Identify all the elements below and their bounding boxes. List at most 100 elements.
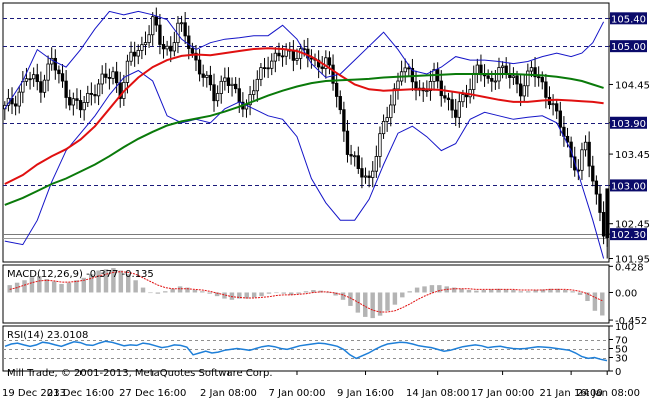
candle-body bbox=[381, 120, 386, 135]
macd-histogram-bar bbox=[474, 290, 479, 293]
macd-histogram-bar bbox=[140, 287, 146, 293]
candle-body bbox=[446, 97, 451, 101]
candle-body bbox=[277, 52, 281, 57]
candle-body bbox=[111, 71, 115, 79]
candle-body bbox=[161, 44, 166, 50]
macd-histogram-bar bbox=[429, 285, 435, 293]
rsi-indicator-label: RSI(14) 23.0108 bbox=[7, 330, 88, 341]
macd-histogram-bar bbox=[237, 292, 242, 299]
candle-body bbox=[35, 74, 39, 83]
candle-body bbox=[378, 133, 382, 157]
candle-body bbox=[598, 193, 602, 213]
time-tick-label: 23 Dec 16:00 bbox=[47, 388, 114, 399]
macd-histogram-bar bbox=[533, 290, 538, 293]
candle-body bbox=[327, 57, 332, 66]
price-level-label: 105.00 bbox=[611, 42, 646, 53]
candle-body bbox=[143, 42, 148, 46]
macd-histogram-bar bbox=[133, 280, 138, 293]
macd-histogram-bar bbox=[22, 280, 27, 293]
candle-body bbox=[425, 90, 429, 93]
candle-body bbox=[132, 51, 137, 57]
candle-body bbox=[407, 67, 411, 70]
candle-body bbox=[511, 75, 516, 78]
candle-body bbox=[475, 64, 480, 74]
macd-histogram-bar bbox=[251, 292, 257, 298]
macd-histogram-bar bbox=[51, 281, 57, 293]
candle-body bbox=[68, 97, 72, 106]
candle-body bbox=[259, 67, 263, 80]
candle-body bbox=[154, 16, 158, 26]
candle-body bbox=[140, 44, 144, 51]
candle-body bbox=[226, 77, 231, 86]
macd-histogram-bar bbox=[488, 289, 494, 293]
macd-histogram-bar bbox=[540, 289, 546, 293]
candle-body bbox=[82, 102, 86, 111]
candle-body bbox=[165, 45, 169, 50]
candle-body bbox=[230, 83, 234, 86]
time-tick-label: 7 Jan 00:00 bbox=[269, 388, 326, 399]
candle-body bbox=[580, 149, 584, 171]
time-tick-label: 17 Jan 00:00 bbox=[471, 388, 534, 399]
candle-body bbox=[190, 48, 195, 54]
price-level-label: 105.40 bbox=[611, 14, 646, 25]
candle-body bbox=[522, 85, 526, 97]
candle-body bbox=[371, 170, 375, 178]
macd-histogram-bar bbox=[81, 277, 86, 293]
price-tick-label: 104.45 bbox=[615, 80, 650, 91]
candle-body bbox=[273, 52, 278, 62]
candle-body bbox=[215, 93, 220, 102]
time-tick-label: 14 Jan 08:00 bbox=[406, 388, 469, 399]
macd-histogram-bar bbox=[259, 292, 264, 297]
candle-body bbox=[320, 66, 324, 69]
candle-body bbox=[367, 175, 371, 178]
macd-histogram-bar bbox=[274, 292, 279, 294]
macd-histogram-bar bbox=[155, 292, 161, 294]
candle-body bbox=[194, 52, 198, 61]
macd-histogram-bar bbox=[496, 288, 501, 293]
macd-histogram-bar bbox=[570, 291, 575, 293]
candle-body bbox=[233, 83, 238, 90]
candle-body bbox=[594, 180, 599, 195]
price-tick-label: 102.45 bbox=[615, 220, 650, 231]
candle-body bbox=[28, 78, 32, 81]
candle-body bbox=[39, 81, 43, 93]
candle-body bbox=[342, 109, 346, 132]
candle-body bbox=[349, 154, 353, 157]
rsi-line bbox=[4, 340, 608, 362]
candle-body bbox=[187, 35, 191, 49]
macd-histogram-bar bbox=[66, 282, 72, 293]
macd-histogram-bar bbox=[437, 285, 442, 293]
candle-body bbox=[212, 84, 216, 102]
price-tick-label: 101.95 bbox=[615, 255, 650, 266]
candle-body bbox=[169, 45, 173, 52]
rsi-tick-label: 50 bbox=[615, 345, 628, 356]
macd-histogram-bar bbox=[400, 292, 405, 298]
candle-body bbox=[565, 135, 570, 143]
candle-body bbox=[125, 60, 130, 83]
macd-histogram-bar bbox=[592, 292, 598, 311]
candle-body bbox=[86, 92, 90, 103]
candle-body bbox=[248, 94, 252, 106]
candle-body bbox=[356, 155, 360, 169]
candle-body bbox=[533, 67, 537, 78]
macd-histogram-bar bbox=[163, 291, 168, 293]
macd-histogram-bar bbox=[563, 290, 568, 293]
candle-body bbox=[389, 104, 393, 119]
candle-body bbox=[457, 101, 461, 118]
main-panel-frame bbox=[2, 2, 610, 263]
macd-histogram-bar bbox=[459, 288, 464, 293]
rsi-tick-label: 0 bbox=[615, 367, 621, 378]
candle-body bbox=[529, 67, 534, 72]
macd-histogram-bar bbox=[503, 289, 509, 293]
macd-histogram-bar bbox=[311, 290, 316, 293]
moving-average-red-line bbox=[4, 47, 604, 185]
candle-body bbox=[551, 103, 555, 106]
candle-body bbox=[454, 109, 458, 118]
candle-body bbox=[262, 67, 267, 70]
macd-panel: 0.428 0.00 -0.452 bbox=[2, 262, 647, 327]
candle-body bbox=[266, 67, 270, 70]
candle-body bbox=[179, 22, 184, 25]
candle-body bbox=[284, 49, 288, 57]
macd-histogram-bar bbox=[37, 275, 42, 293]
